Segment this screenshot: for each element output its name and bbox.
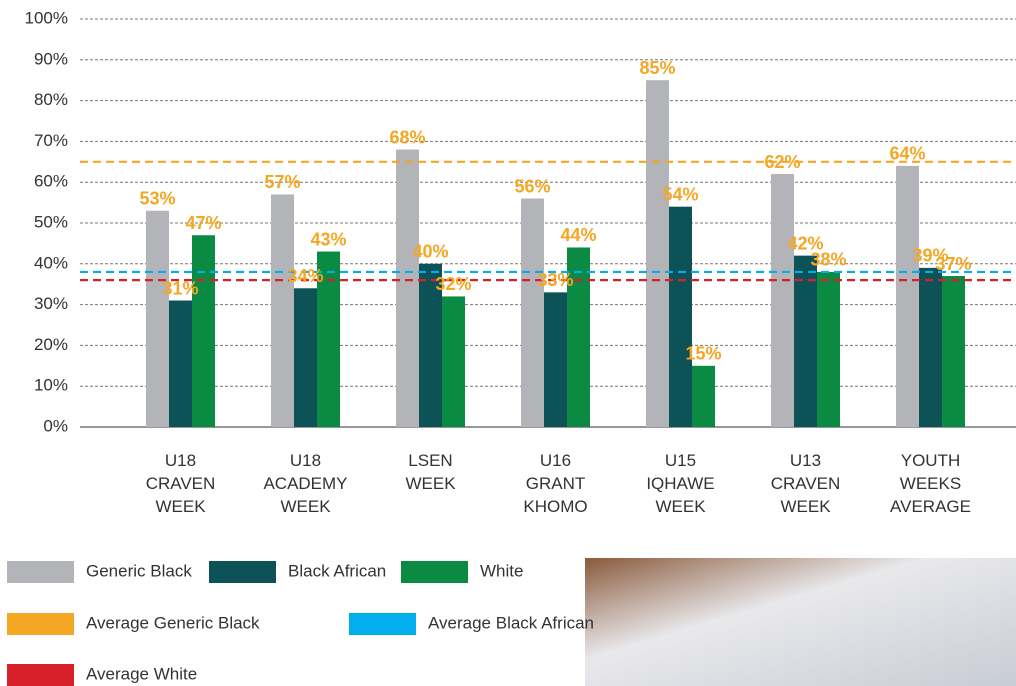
value-label: 37%	[935, 254, 971, 274]
value-label: 54%	[662, 184, 698, 204]
y-tick-label: 50%	[34, 212, 68, 231]
x-tick-line: U15	[665, 451, 696, 470]
x-tick-label: U18 CRAVEN WEEK	[146, 451, 216, 516]
value-label: 62%	[764, 152, 800, 172]
x-tick-line: KHOMO	[523, 497, 587, 516]
x-tick-line: WEEK	[405, 474, 456, 493]
x-tick-line: WEEKS	[900, 474, 961, 493]
legend-swatch	[349, 613, 416, 635]
legend-label: Average White	[86, 664, 197, 683]
value-label: 44%	[560, 225, 596, 245]
value-label: 43%	[310, 229, 346, 249]
legend-label: White	[480, 561, 523, 580]
legend-swatch	[7, 664, 74, 686]
bar	[521, 198, 544, 427]
x-tick-line: U18	[165, 451, 196, 470]
value-label: 57%	[264, 172, 300, 192]
x-tick-label: U15 IQHAWE WEEK	[646, 451, 714, 516]
legend-swatch	[209, 561, 276, 583]
y-tick-label: 40%	[34, 253, 68, 272]
value-label: 31%	[162, 278, 198, 298]
legend-swatch	[7, 613, 74, 635]
value-label: 56%	[514, 176, 550, 196]
value-label: 64%	[889, 144, 925, 164]
y-tick-label: 100%	[25, 8, 68, 27]
legend-label: Black African	[288, 561, 386, 580]
x-tick-line: U18	[290, 451, 321, 470]
x-tick-line: WEEK	[655, 497, 706, 516]
x-tick-line: GRANT	[526, 474, 586, 493]
x-tick-line: U13	[790, 451, 821, 470]
bar	[771, 174, 794, 427]
value-label: 15%	[685, 344, 721, 364]
value-label: 38%	[810, 250, 846, 270]
bar	[669, 206, 692, 427]
value-label: 32%	[435, 274, 471, 294]
bar	[442, 296, 465, 427]
value-label: 40%	[412, 242, 448, 262]
bar	[794, 255, 817, 427]
bar	[294, 288, 317, 427]
x-tick-line: LSEN	[408, 451, 452, 470]
x-tick-line: WEEK	[280, 497, 331, 516]
bar	[419, 263, 442, 427]
bar	[396, 149, 419, 427]
bar	[942, 276, 965, 427]
legend-label: Generic Black	[86, 561, 192, 580]
legend-swatch	[7, 561, 74, 583]
legend-label: Average Generic Black	[86, 613, 260, 632]
x-tick-line: IQHAWE	[646, 474, 714, 493]
value-label: 68%	[389, 127, 425, 147]
x-tick-line: AVERAGE	[890, 497, 971, 516]
bar	[919, 267, 942, 427]
legend-swatch	[401, 561, 468, 583]
bar	[896, 165, 919, 427]
bar	[544, 292, 567, 427]
value-label: 34%	[287, 266, 323, 286]
y-tick-label: 20%	[34, 335, 68, 354]
bar	[317, 251, 340, 427]
value-label: 47%	[185, 213, 221, 233]
x-tick-label: U18 ACADEMY WEEK	[263, 451, 347, 516]
value-label: 39%	[912, 246, 948, 266]
x-tick-label: YOUTH WEEKS AVERAGE	[890, 451, 971, 516]
x-tick-line: CRAVEN	[146, 474, 216, 493]
bar	[146, 210, 169, 427]
x-tick-label: U16 GRANT KHOMO	[523, 451, 587, 516]
value-label: 33%	[537, 270, 573, 290]
y-tick-label: 0%	[43, 416, 68, 435]
value-label: 85%	[639, 58, 675, 78]
value-label: 53%	[139, 189, 175, 209]
y-tick-label: 30%	[34, 294, 68, 313]
bar	[169, 300, 192, 427]
x-tick-line: WEEK	[780, 497, 831, 516]
x-tick-line: YOUTH	[901, 451, 961, 470]
x-tick-line: CRAVEN	[771, 474, 841, 493]
bar	[817, 271, 840, 427]
x-tick-line: U16	[540, 451, 571, 470]
bar	[567, 247, 590, 427]
x-tick-line: ACADEMY	[263, 474, 347, 493]
y-tick-label: 70%	[34, 131, 68, 150]
photo	[585, 558, 1016, 686]
x-tick-label: LSEN WEEK	[405, 451, 456, 493]
legend-label: Average Black African	[428, 613, 594, 632]
y-tick-label: 90%	[34, 49, 68, 68]
bar	[646, 80, 669, 427]
value-label: 42%	[787, 233, 823, 253]
bar	[192, 235, 215, 427]
bar	[692, 365, 715, 427]
y-tick-label: 80%	[34, 90, 68, 109]
x-tick-line: WEEK	[155, 497, 206, 516]
y-tick-label: 60%	[34, 172, 68, 191]
y-tick-label: 10%	[34, 376, 68, 395]
bar	[271, 194, 294, 427]
x-tick-label: U13 CRAVEN WEEK	[771, 451, 841, 516]
